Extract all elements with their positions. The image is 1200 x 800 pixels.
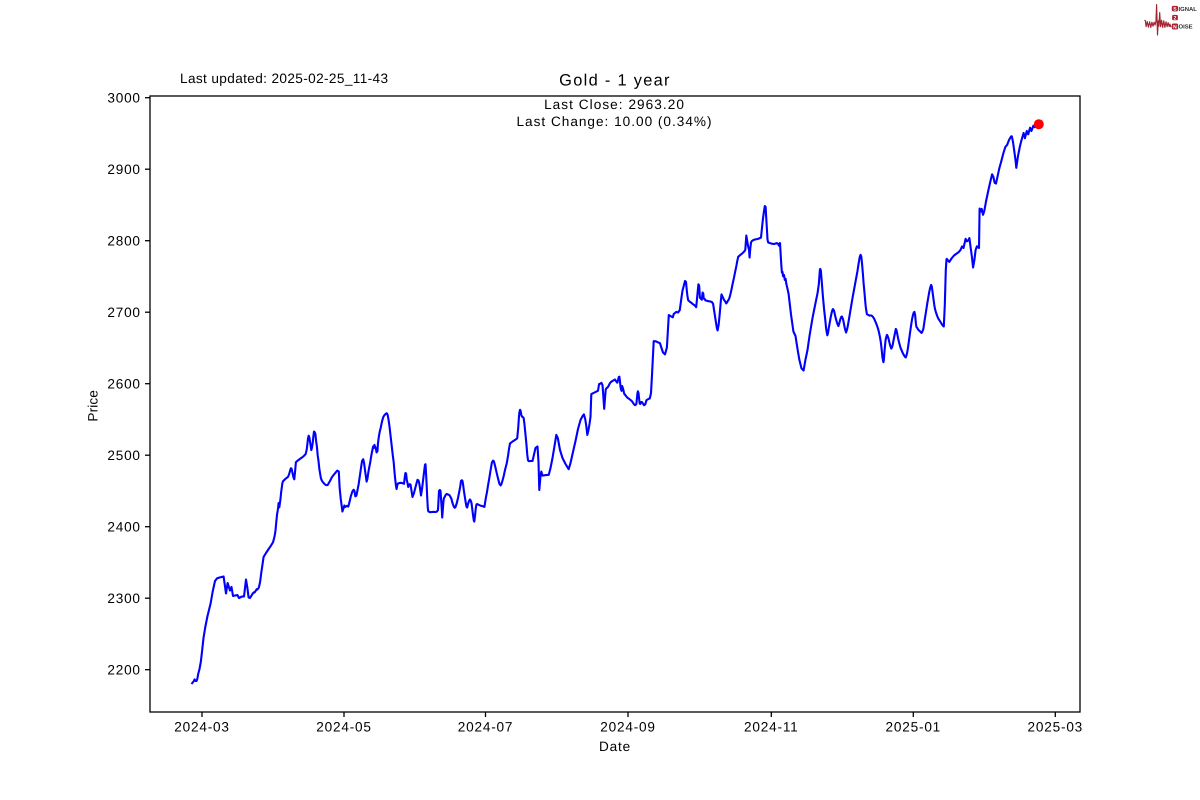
- svg-text:2400: 2400: [107, 520, 140, 535]
- svg-text:2025-03: 2025-03: [1028, 720, 1084, 735]
- svg-text:2800: 2800: [107, 234, 140, 249]
- svg-text:2900: 2900: [107, 162, 140, 177]
- svg-text:S: S: [1173, 7, 1177, 13]
- svg-text:Last Close: 2963.20: Last Close: 2963.20: [544, 97, 685, 112]
- svg-text:2: 2: [1174, 16, 1177, 22]
- svg-text:2025-01: 2025-01: [886, 720, 942, 735]
- svg-text:Price: Price: [86, 390, 101, 422]
- svg-text:2200: 2200: [107, 663, 140, 678]
- svg-text:3000: 3000: [107, 91, 140, 106]
- svg-text:Last Change: 10.00 (0.34%): Last Change: 10.00 (0.34%): [516, 114, 712, 129]
- svg-text:Date: Date: [599, 739, 631, 754]
- svg-text:N: N: [1173, 25, 1177, 31]
- svg-text:2600: 2600: [107, 377, 140, 392]
- svg-text:2024-11: 2024-11: [744, 720, 798, 735]
- svg-text:IGNAL: IGNAL: [1179, 6, 1198, 13]
- svg-text:2024-09: 2024-09: [600, 720, 656, 735]
- svg-text:Last updated: 2025-02-25_11-43: Last updated: 2025-02-25_11-43: [180, 71, 388, 86]
- svg-text:2024-03: 2024-03: [174, 720, 230, 735]
- svg-text:2024-07: 2024-07: [458, 720, 514, 735]
- svg-text:OISE: OISE: [1179, 24, 1193, 31]
- svg-text:2700: 2700: [107, 305, 140, 320]
- svg-text:2024-05: 2024-05: [316, 720, 372, 735]
- svg-text:Gold - 1 year: Gold - 1 year: [559, 71, 671, 89]
- svg-text:2500: 2500: [107, 448, 140, 463]
- svg-text:2300: 2300: [107, 591, 140, 606]
